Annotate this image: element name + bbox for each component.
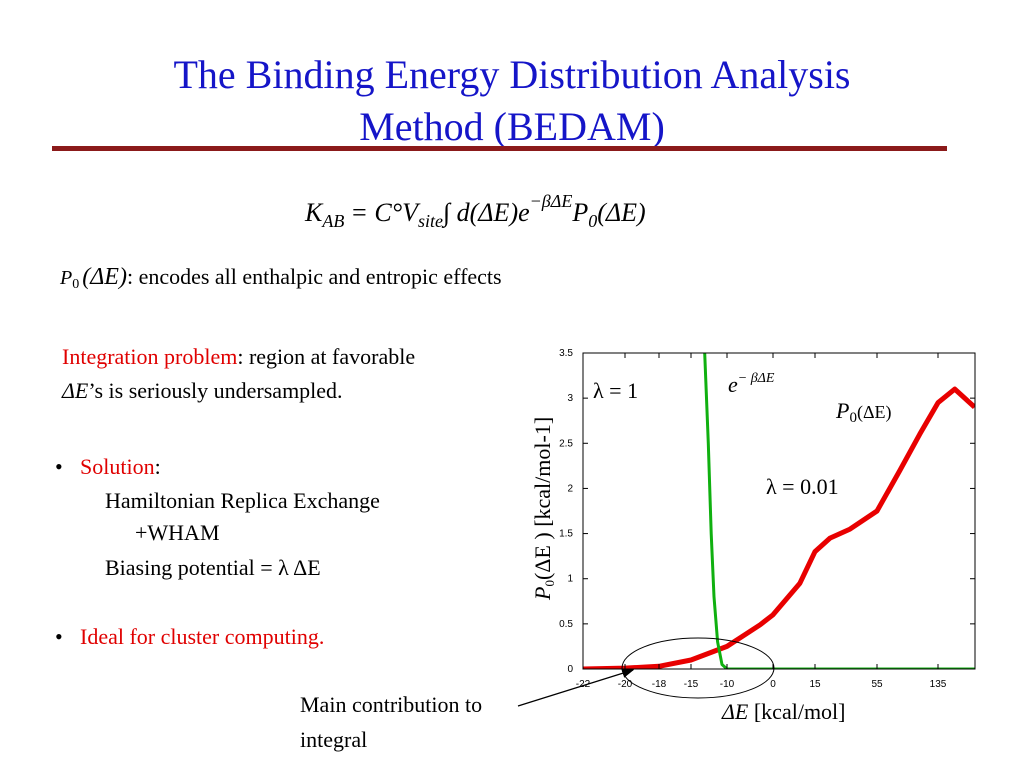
x-tick-label: 135 (930, 679, 947, 690)
e: e (728, 372, 738, 397)
x-axis-label: ΔE [kcal/mol] (721, 699, 846, 724)
title-line: Method (BEDAM) (359, 104, 665, 149)
exp: − βΔE (738, 371, 775, 386)
arg: (ΔE) (82, 264, 127, 290)
bullet-head: Solution: (80, 454, 161, 479)
sub: 0 (849, 410, 857, 426)
x-tick-label: -15 (684, 679, 699, 690)
formula: KAB = C°Vsite∫ d(ΔE)e−βΔEP0(ΔE) (304, 191, 646, 231)
sym: ΔE (721, 699, 749, 724)
x-tick-label: -18 (652, 679, 667, 690)
p: P (530, 587, 555, 601)
y-tick-label: 1 (567, 574, 573, 585)
sym: P (59, 267, 72, 289)
x-tick-label: -10 (720, 679, 735, 690)
f-int: ∫ d(ΔE)e (441, 198, 530, 228)
y-tick-label: 2.5 (559, 438, 573, 449)
series-line (703, 353, 975, 669)
y-tick-label: 0.5 (559, 619, 573, 630)
x-tick-label: -20 (618, 679, 633, 690)
arg: (ΔE) (857, 402, 892, 423)
x-tick-label: 15 (809, 679, 821, 690)
x-tick-label: -22 (576, 679, 591, 690)
series-line (583, 386, 975, 669)
bullet-line: Biasing potential = λ ΔE (105, 555, 321, 580)
p0-note: P0 (ΔE): encodes all enthalpic and entrop… (59, 264, 502, 292)
f-sub: AB (321, 211, 344, 231)
bullet: • (55, 454, 63, 479)
plot (583, 353, 975, 669)
x-tick-label: 0 (770, 679, 776, 690)
y-tick-label: 3 (567, 393, 573, 404)
p: P (835, 398, 849, 423)
rest: (ΔE ) [kcal/mol-1] (530, 417, 555, 580)
sub: 0 (72, 277, 79, 292)
colon: : (155, 454, 161, 479)
annotation: λ = 0.01 (766, 474, 839, 499)
f-exp: −βΔE (530, 191, 573, 211)
bullet: • (55, 624, 63, 649)
annotation: e− βΔE (728, 371, 775, 397)
y-axis-label: P0(ΔE ) [kcal/mol-1] (530, 417, 557, 601)
sym: ΔE (61, 378, 89, 403)
highlight-ellipse (621, 637, 775, 699)
label: Solution (80, 454, 155, 479)
y-tick-label: 3.5 (559, 348, 573, 359)
f-arg: (ΔE) (597, 198, 645, 227)
y-tick-label: 0 (567, 664, 573, 675)
integration-line: Integration problem: region at favorable (62, 344, 415, 369)
y-tick-label: 2 (567, 483, 573, 494)
callout: Main contribution to (300, 692, 482, 717)
callout: integral (300, 727, 367, 752)
text: ’s is seriously undersampled. (88, 378, 342, 403)
x-tick-label: 55 (871, 679, 883, 690)
sub: 0 (542, 580, 557, 587)
annotation: P0(ΔE) (835, 398, 892, 426)
title-line: The Binding Energy Distribution Analysis (173, 52, 850, 97)
annotation: λ = 1 (593, 378, 638, 403)
bullet-head: Ideal for cluster computing. (80, 624, 324, 649)
f-k: K (304, 198, 324, 227)
label: Integration problem (62, 344, 237, 369)
y-tick-label: 1.5 (559, 529, 573, 540)
f-sub: site (418, 211, 443, 231)
f-c: = C°V (350, 198, 421, 227)
bullet-line: Hamiltonian Replica Exchange (105, 488, 380, 513)
f-sub: 0 (588, 211, 597, 231)
text: : region at favorable (237, 344, 415, 369)
f-p: P (571, 198, 588, 227)
integration-line: ΔE’s is seriously undersampled. (61, 378, 343, 403)
title-rule (52, 146, 947, 151)
text: : encodes all enthalpic and entropic eff… (127, 264, 502, 289)
bullet-line: +WHAM (135, 520, 220, 545)
rest: [kcal/mol] (748, 699, 845, 724)
plot-frame (582, 352, 976, 670)
callout-arrow (517, 668, 635, 707)
